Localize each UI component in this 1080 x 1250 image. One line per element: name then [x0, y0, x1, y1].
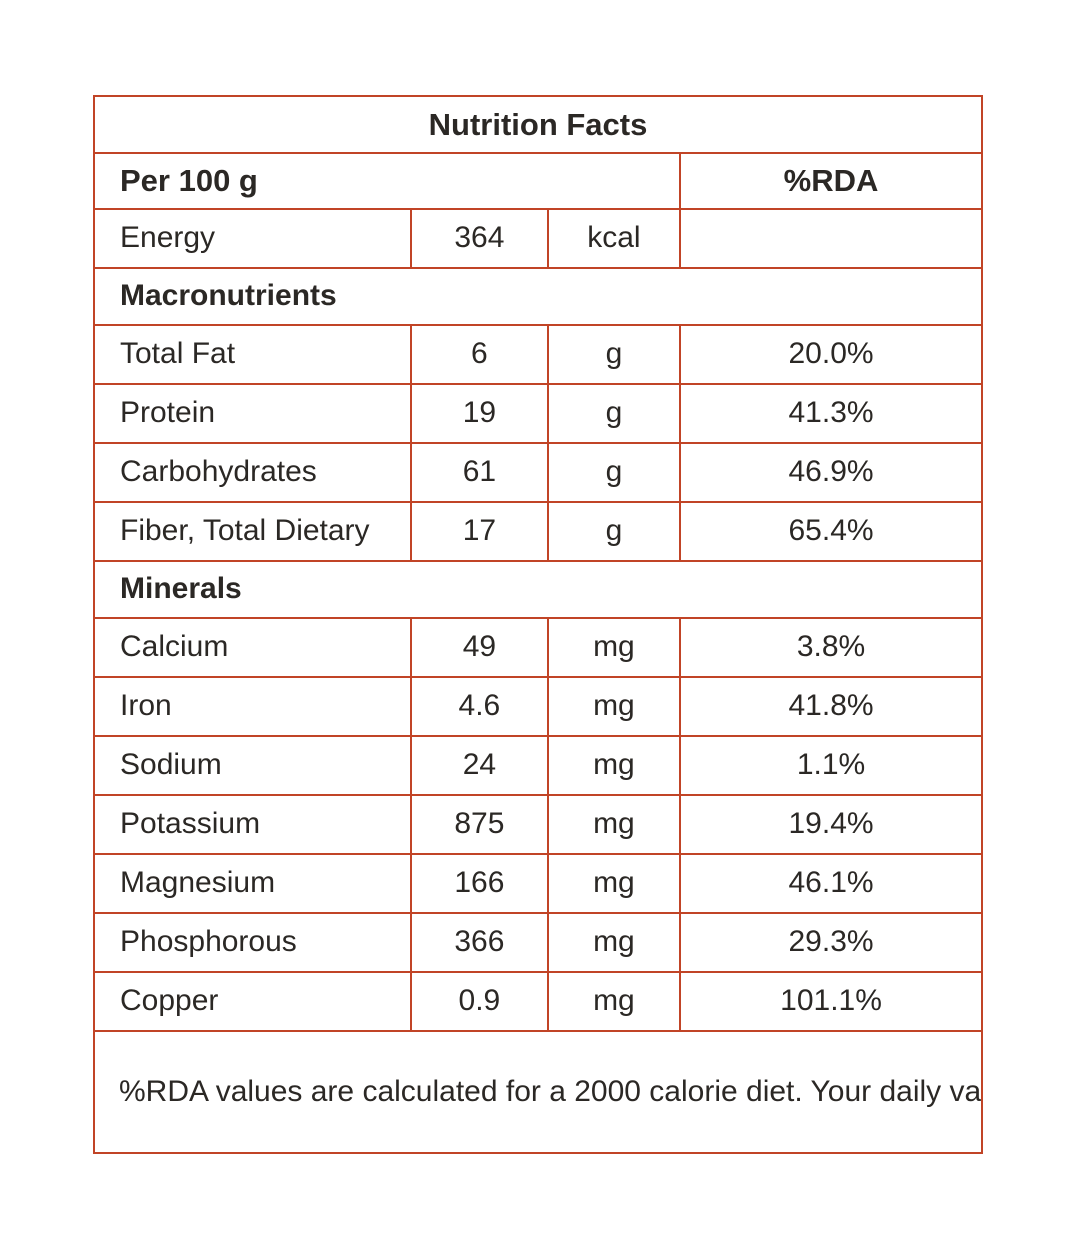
- title-row: Nutrition Facts: [93, 95, 983, 154]
- rda-column-header: %RDA: [679, 152, 983, 210]
- table-row: Sodium 24 mg 1.1%: [92, 735, 983, 796]
- nutrient-label: Protein: [92, 383, 413, 444]
- rda-footnote: %RDA values are calculated for a 2000 ca…: [93, 1030, 983, 1154]
- nutrient-value: 17: [410, 501, 549, 562]
- serving-size-header: Per 100 g: [92, 152, 682, 210]
- nutrient-value: 0.9: [410, 971, 549, 1032]
- nutrition-facts-table: Nutrition Facts Per 100 g %RDA Energy 36…: [92, 95, 983, 1154]
- nutrient-unit: g: [546, 442, 682, 503]
- nutrient-label: Iron: [92, 676, 413, 737]
- nutrient-value: 364: [410, 208, 549, 269]
- table-row: Iron 4.6 mg 41.8%: [92, 676, 983, 737]
- nutrient-value: 875: [410, 794, 549, 855]
- nutrient-rda: 1.1%: [679, 735, 983, 796]
- table-row: Potassium 875 mg 19.4%: [92, 794, 983, 855]
- nutrient-rda: 41.8%: [679, 676, 983, 737]
- table-row: Calcium 49 mg 3.8%: [92, 617, 983, 678]
- nutrient-unit: mg: [546, 853, 682, 914]
- nutrient-label: Calcium: [92, 617, 413, 678]
- nutrient-label: Sodium: [92, 735, 413, 796]
- nutrient-label: Fiber, Total Dietary: [92, 501, 413, 562]
- nutrient-unit: mg: [546, 676, 682, 737]
- nutrient-value: 6: [410, 324, 549, 385]
- nutrient-value: 166: [410, 853, 549, 914]
- nutrient-rda: 65.4%: [679, 501, 983, 562]
- nutrient-label: Magnesium: [92, 853, 413, 914]
- header-row: Per 100 g %RDA: [92, 152, 983, 210]
- nutrient-rda: 3.8%: [679, 617, 983, 678]
- nutrient-label: Phosphorous: [92, 912, 413, 973]
- nutrient-rda: 46.1%: [679, 853, 983, 914]
- nutrient-rda: 46.9%: [679, 442, 983, 503]
- minerals-section-row: Minerals: [93, 560, 983, 619]
- nutrient-unit: mg: [546, 971, 682, 1032]
- nutrient-value: 61: [410, 442, 549, 503]
- nutrient-label: Total Fat: [92, 324, 413, 385]
- nutrient-rda: 41.3%: [679, 383, 983, 444]
- nutrient-value: 366: [410, 912, 549, 973]
- nutrient-value: 24: [410, 735, 549, 796]
- nutrient-value: 49: [410, 617, 549, 678]
- table-row: Phosphorous 366 mg 29.3%: [92, 912, 983, 973]
- nutrient-rda: 19.4%: [679, 794, 983, 855]
- nutrient-rda: 20.0%: [679, 324, 983, 385]
- energy-row: Energy 364 kcal: [92, 208, 983, 269]
- macronutrients-section-row: Macronutrients: [93, 267, 983, 326]
- nutrient-label: Potassium: [92, 794, 413, 855]
- table-row: Protein 19 g 41.3%: [92, 383, 983, 444]
- table-row: Total Fat 6 g 20.0%: [92, 324, 983, 385]
- nutrient-value: 19: [410, 383, 549, 444]
- nutrient-label: Energy: [92, 208, 413, 269]
- table-row: Magnesium 166 mg 46.1%: [92, 853, 983, 914]
- nutrient-rda: 101.1%: [679, 971, 983, 1032]
- table-row: Carbohydrates 61 g 46.9%: [92, 442, 983, 503]
- nutrient-unit: mg: [546, 735, 682, 796]
- section-header: Minerals: [93, 560, 983, 619]
- section-header: Macronutrients: [93, 267, 983, 326]
- nutrient-unit: g: [546, 501, 682, 562]
- nutrient-unit: kcal: [546, 208, 682, 269]
- nutrient-unit: mg: [546, 794, 682, 855]
- table-title: Nutrition Facts: [93, 95, 983, 154]
- footnote-row: %RDA values are calculated for a 2000 ca…: [93, 1030, 983, 1154]
- nutrient-rda: [679, 208, 983, 269]
- nutrient-unit: mg: [546, 617, 682, 678]
- table-row: Copper 0.9 mg 101.1%: [92, 971, 983, 1032]
- nutrient-unit: mg: [546, 912, 682, 973]
- nutrient-unit: g: [546, 324, 682, 385]
- nutrient-value: 4.6: [410, 676, 549, 737]
- nutrient-label: Carbohydrates: [92, 442, 413, 503]
- table-row: Fiber, Total Dietary 17 g 65.4%: [92, 501, 983, 562]
- nutrient-rda: 29.3%: [679, 912, 983, 973]
- nutrient-unit: g: [546, 383, 682, 444]
- nutrient-label: Copper: [92, 971, 413, 1032]
